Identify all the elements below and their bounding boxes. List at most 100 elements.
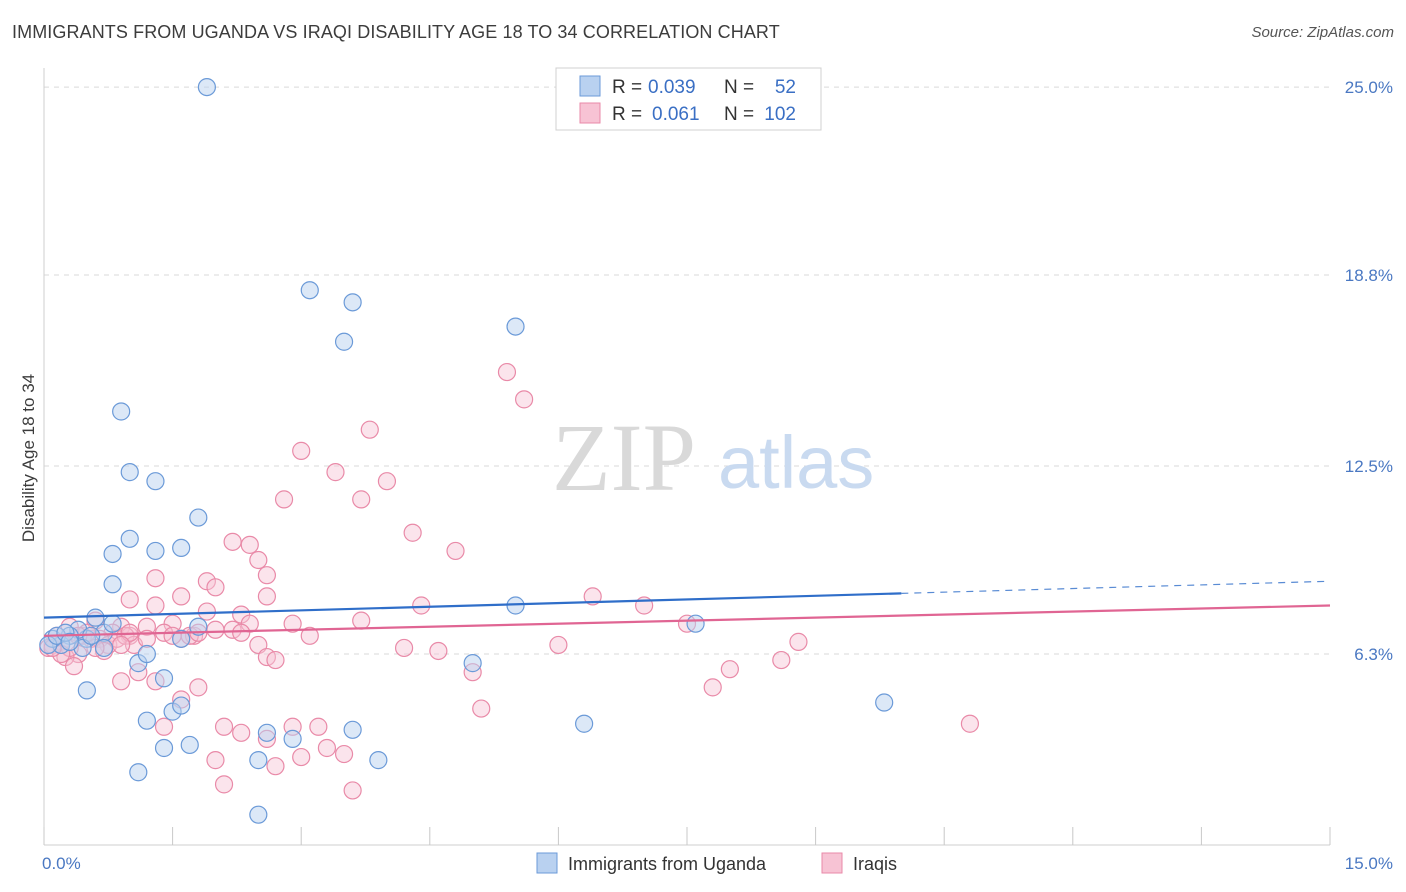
data-point-iraqis [549, 635, 568, 655]
y-tick-label: 25.0% [1345, 78, 1393, 97]
tick-labels: 6.3% 12.5% 18.8% 25.0% 0.0% 15.0% [42, 78, 1393, 873]
data-point-uganda [189, 617, 208, 636]
data-point-uganda [154, 669, 174, 688]
data-point-iraqis [197, 602, 216, 621]
data-point-iraqis [326, 463, 345, 482]
data-point-iraqis [429, 641, 448, 661]
data-point-uganda [189, 508, 208, 527]
trend-line-uganda [43, 592, 902, 619]
data-point-iraqis [377, 472, 397, 491]
data-point-iraqis [772, 650, 791, 670]
data-point-iraqis [703, 678, 722, 697]
legend-r-label: R = [612, 104, 642, 125]
data-point-uganda [60, 632, 79, 651]
data-point-iraqis [317, 738, 337, 758]
legend-r-label: R = [612, 77, 642, 98]
legend-n-value: 102 [764, 104, 796, 125]
data-point-iraqis [223, 532, 242, 551]
data-point-iraqis [446, 541, 465, 561]
data-point-iraqis [206, 578, 225, 597]
data-point-iraqis [960, 714, 980, 733]
data-point-uganda [180, 735, 199, 755]
legend-swatch-pink [579, 102, 601, 124]
data-point-uganda [463, 654, 482, 673]
data-point-iraqis [189, 678, 208, 697]
data-point-uganda [249, 805, 268, 824]
legend-n-label: N = [724, 104, 754, 125]
data-point-iraqis [343, 781, 362, 800]
data-point-uganda [257, 723, 277, 742]
y-tick-label: 18.8% [1345, 266, 1393, 285]
bottom-legend-swatch-pink [821, 852, 843, 874]
bottom-legend-label-iraqis: Iraqis [853, 854, 897, 874]
legend-r-value: 0.039 [648, 77, 696, 98]
data-point-uganda [343, 293, 362, 312]
uganda-points [39, 77, 894, 824]
data-point-iraqis [309, 717, 328, 736]
y-axis-label: Disability Age 18 to 34 [19, 374, 38, 542]
data-point-uganda [334, 332, 354, 351]
data-point-iraqis [206, 751, 225, 770]
data-point-iraqis [240, 535, 259, 554]
data-point-uganda [283, 729, 302, 748]
data-point-uganda [103, 614, 122, 633]
data-point-uganda [249, 751, 268, 770]
trend-lines [43, 580, 1331, 637]
data-point-iraqis [257, 566, 277, 585]
data-point-iraqis [249, 550, 268, 570]
data-point-uganda [129, 763, 148, 782]
data-point-iraqis [472, 699, 491, 718]
data-point-iraqis [292, 747, 311, 767]
grid-lines [44, 86, 1330, 655]
data-point-uganda [575, 714, 594, 733]
data-point-uganda [197, 77, 216, 97]
data-point-uganda [300, 281, 319, 300]
data-point-uganda [343, 720, 362, 739]
data-point-iraqis [232, 723, 251, 742]
data-point-iraqis [266, 650, 285, 670]
data-point-iraqis [154, 717, 174, 736]
data-point-iraqis [112, 672, 131, 691]
data-point-uganda [137, 711, 156, 730]
data-point-iraqis [172, 587, 191, 606]
data-point-iraqis [283, 614, 302, 633]
data-point-uganda [86, 608, 105, 627]
data-point-uganda [875, 693, 894, 712]
data-point-iraqis [583, 587, 602, 606]
data-point-iraqis [146, 596, 165, 615]
data-point-iraqis [64, 657, 84, 676]
data-point-iraqis [497, 362, 517, 382]
legend-r-value: 0.061 [652, 104, 700, 125]
legend-n-value: 52 [775, 77, 796, 98]
data-point-iraqis [146, 569, 165, 588]
data-point-iraqis [300, 626, 319, 645]
data-point-uganda [94, 638, 114, 658]
source-label: Source: ZipAtlas.com [1251, 24, 1394, 41]
data-point-iraqis [403, 523, 422, 542]
data-point-iraqis [274, 490, 294, 509]
data-point-iraqis [789, 632, 808, 651]
legend-n-label: N = [724, 77, 754, 98]
data-point-uganda [120, 529, 139, 548]
data-point-uganda [137, 644, 156, 664]
data-point-uganda [103, 544, 122, 564]
legend-box: R = 0.039 N = 52 R = 0.061 N = 102 [555, 67, 822, 131]
data-point-iraqis [334, 744, 354, 764]
data-point-iraqis [515, 390, 534, 409]
data-point-uganda [112, 402, 131, 421]
x-tick-label: 15.0% [1345, 854, 1393, 873]
bottom-legend-swatch-blue [536, 852, 558, 874]
data-point-iraqis [352, 611, 371, 630]
data-point-iraqis [112, 635, 131, 655]
data-point-iraqis [394, 638, 414, 658]
axes [43, 68, 1331, 846]
data-point-uganda [369, 751, 388, 770]
data-point-iraqis [214, 775, 234, 794]
data-point-iraqis [360, 420, 379, 439]
data-point-iraqis [292, 441, 311, 460]
y-tick-label: 12.5% [1345, 457, 1393, 476]
data-point-iraqis [232, 623, 251, 642]
data-point-iraqis [214, 717, 234, 736]
data-point-iraqis [257, 587, 277, 606]
